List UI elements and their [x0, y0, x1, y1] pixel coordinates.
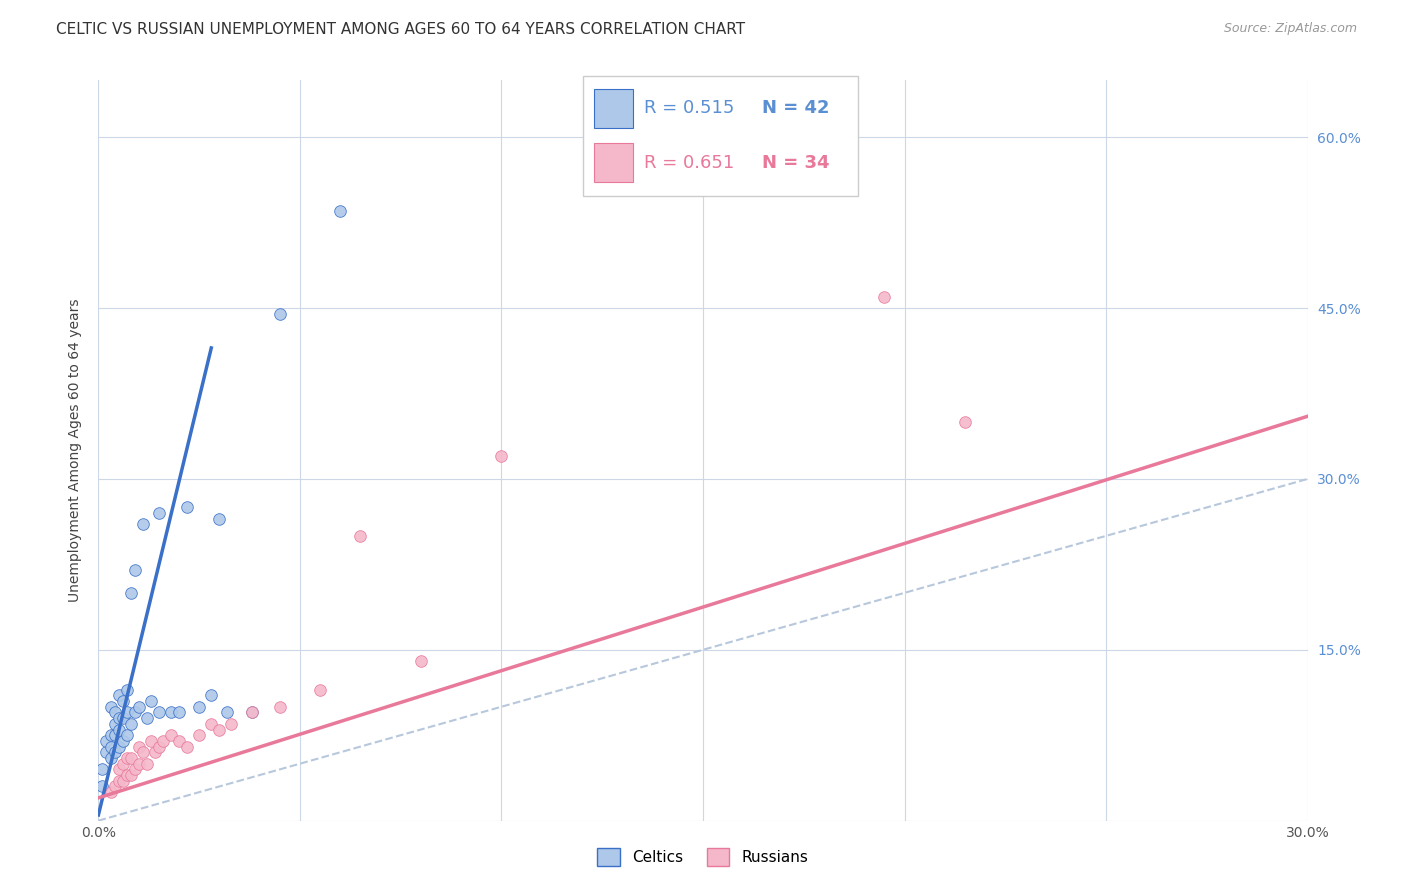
Point — [124, 706, 146, 720]
Point — [208, 512, 231, 526]
Point — [111, 711, 134, 725]
Point — [269, 307, 291, 321]
Point — [120, 751, 142, 765]
Point — [128, 739, 150, 754]
Point — [124, 763, 146, 777]
Point — [217, 706, 239, 720]
Point — [91, 780, 114, 794]
FancyBboxPatch shape — [583, 76, 858, 196]
Point — [120, 586, 142, 600]
Text: N = 42: N = 42 — [762, 99, 830, 118]
Legend: Celtics, Russians: Celtics, Russians — [592, 842, 814, 872]
Point — [115, 768, 138, 782]
Point — [111, 734, 134, 748]
Point — [135, 756, 157, 771]
Text: Source: ZipAtlas.com: Source: ZipAtlas.com — [1223, 22, 1357, 36]
Point — [349, 529, 371, 543]
Point — [139, 694, 162, 708]
Text: R = 0.651: R = 0.651 — [644, 153, 734, 171]
Point — [124, 563, 146, 577]
Point — [491, 449, 513, 463]
Point — [100, 739, 122, 754]
Bar — [595, 144, 633, 182]
Point — [107, 723, 129, 737]
Point — [128, 756, 150, 771]
Point — [208, 723, 231, 737]
Point — [132, 517, 155, 532]
Point — [120, 716, 142, 731]
Point — [100, 728, 122, 742]
Bar — [595, 89, 633, 128]
Point — [167, 706, 190, 720]
Point — [148, 506, 170, 520]
Point — [107, 739, 129, 754]
Point — [148, 739, 170, 754]
Point — [240, 706, 263, 720]
Point — [148, 706, 170, 720]
Point — [329, 204, 352, 219]
Point — [128, 699, 150, 714]
Point — [115, 706, 138, 720]
Point — [103, 745, 125, 759]
Point — [188, 728, 211, 742]
Point — [100, 785, 122, 799]
Point — [96, 745, 118, 759]
Point — [120, 768, 142, 782]
Point — [103, 728, 125, 742]
Point — [111, 756, 134, 771]
Point — [152, 734, 174, 748]
Point — [167, 734, 190, 748]
Point — [240, 706, 263, 720]
Point — [115, 728, 138, 742]
Y-axis label: Unemployment Among Ages 60 to 64 years: Unemployment Among Ages 60 to 64 years — [69, 299, 83, 602]
Point — [100, 751, 122, 765]
Point — [269, 699, 291, 714]
Point — [188, 699, 211, 714]
Point — [91, 763, 114, 777]
Text: CELTIC VS RUSSIAN UNEMPLOYMENT AMONG AGES 60 TO 64 YEARS CORRELATION CHART: CELTIC VS RUSSIAN UNEMPLOYMENT AMONG AGE… — [56, 22, 745, 37]
Point — [107, 711, 129, 725]
Point — [132, 745, 155, 759]
Point — [107, 763, 129, 777]
Point — [176, 500, 198, 515]
Point — [100, 699, 122, 714]
Point — [115, 682, 138, 697]
Point — [96, 734, 118, 748]
Point — [953, 415, 976, 429]
Point — [200, 716, 222, 731]
Point — [200, 689, 222, 703]
Point — [176, 739, 198, 754]
Text: N = 34: N = 34 — [762, 153, 830, 171]
Point — [111, 773, 134, 788]
Text: R = 0.515: R = 0.515 — [644, 99, 734, 118]
Point — [409, 654, 432, 668]
Point — [107, 689, 129, 703]
Point — [103, 706, 125, 720]
Point — [160, 706, 183, 720]
Point — [135, 711, 157, 725]
Point — [103, 780, 125, 794]
Point — [115, 751, 138, 765]
Point — [111, 694, 134, 708]
Point — [309, 682, 332, 697]
Point — [103, 716, 125, 731]
Point — [160, 728, 183, 742]
Point — [143, 745, 166, 759]
Point — [873, 290, 896, 304]
Point — [221, 716, 243, 731]
Point — [139, 734, 162, 748]
Point — [107, 773, 129, 788]
